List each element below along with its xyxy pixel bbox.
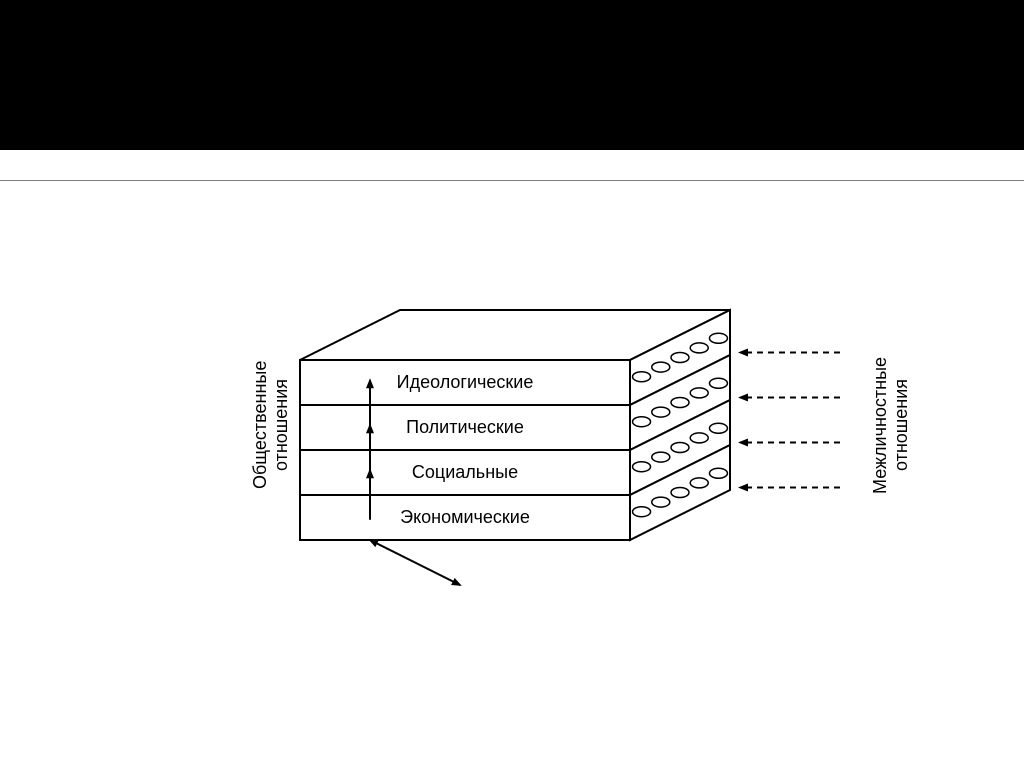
layer-label-ideological: Идеологические: [365, 372, 565, 393]
right-axis-label: Межличностные отношения: [870, 330, 912, 520]
layer-label-political: Политические: [365, 417, 565, 438]
left-axis-label: Общественные отношения: [250, 330, 292, 520]
layer-label-economic: Экономические: [365, 507, 565, 528]
layer-label-social: Социальные: [365, 462, 565, 483]
